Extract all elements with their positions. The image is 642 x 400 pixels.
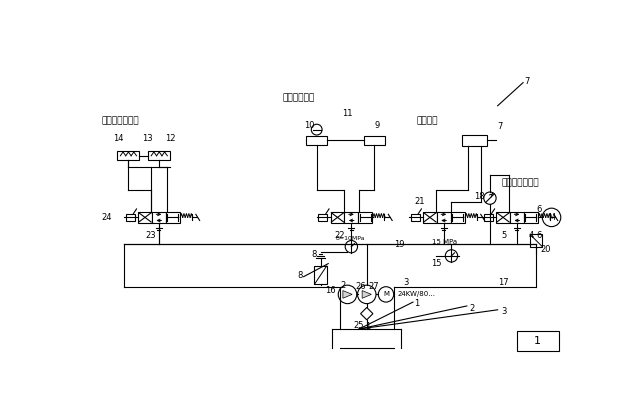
Bar <box>166 212 180 223</box>
Text: 19: 19 <box>394 240 404 249</box>
Circle shape <box>311 124 322 135</box>
Polygon shape <box>343 290 352 298</box>
Text: M: M <box>383 291 389 298</box>
Text: 12: 12 <box>165 134 175 143</box>
Text: 2: 2 <box>469 304 474 313</box>
Text: 1: 1 <box>365 322 370 331</box>
Bar <box>462 135 487 146</box>
Bar <box>315 266 327 284</box>
Text: 10: 10 <box>304 120 315 130</box>
Bar <box>451 212 465 223</box>
Bar <box>517 331 559 351</box>
Text: 15 MPa: 15 MPa <box>432 239 457 245</box>
Bar <box>152 212 166 223</box>
Bar <box>524 212 538 223</box>
Text: 6: 6 <box>536 205 542 214</box>
Circle shape <box>484 192 496 204</box>
Circle shape <box>345 240 358 253</box>
Bar <box>423 212 437 223</box>
Text: 1: 1 <box>534 336 541 346</box>
Bar <box>530 234 542 247</box>
Text: 14: 14 <box>112 134 123 143</box>
Text: M: M <box>548 213 555 222</box>
Text: 11: 11 <box>342 109 352 118</box>
Polygon shape <box>362 290 371 298</box>
Bar <box>484 214 493 221</box>
Text: 21: 21 <box>415 198 425 206</box>
Circle shape <box>358 285 376 304</box>
Bar <box>148 151 169 160</box>
Bar <box>510 212 524 223</box>
Text: 7: 7 <box>525 77 530 86</box>
Text: 22: 22 <box>334 231 345 240</box>
Text: 立柱頂緊功能: 立柱頂緊功能 <box>282 94 315 102</box>
Text: 24KW/80...: 24KW/80... <box>397 291 435 298</box>
Text: 18: 18 <box>474 192 485 201</box>
Text: 26: 26 <box>355 282 366 291</box>
Text: 推進功能: 推進功能 <box>417 117 438 126</box>
Text: 5: 5 <box>501 231 507 240</box>
Text: 3: 3 <box>404 278 409 287</box>
Bar <box>318 214 327 221</box>
Text: 1: 1 <box>415 299 420 308</box>
Circle shape <box>338 285 357 304</box>
Text: 回轉器旋轉功能: 回轉器旋轉功能 <box>501 178 539 187</box>
Text: 8: 8 <box>311 250 317 259</box>
Text: 7: 7 <box>498 122 503 131</box>
Circle shape <box>378 287 394 302</box>
Bar <box>344 212 358 223</box>
Bar <box>306 136 327 145</box>
Text: 托桿器卡緊功能: 托桿器卡緊功能 <box>101 117 139 126</box>
Text: 6: 6 <box>536 231 542 240</box>
Text: 17: 17 <box>498 278 508 287</box>
Text: 20: 20 <box>540 245 550 254</box>
Bar <box>138 212 152 223</box>
Bar <box>117 151 139 160</box>
Text: 27: 27 <box>369 282 379 291</box>
Text: 3: 3 <box>501 307 507 316</box>
Text: 16: 16 <box>325 286 336 295</box>
Text: 13: 13 <box>142 134 153 143</box>
Text: 23: 23 <box>145 231 155 240</box>
Text: 4: 4 <box>528 231 534 240</box>
Circle shape <box>446 250 458 262</box>
Bar <box>437 212 451 223</box>
Text: 9: 9 <box>374 120 379 130</box>
Text: 8: 8 <box>297 272 303 280</box>
Bar <box>496 212 510 223</box>
Bar <box>358 212 372 223</box>
Text: 2: 2 <box>340 281 346 290</box>
Bar <box>126 214 135 221</box>
Text: 8~10MPa: 8~10MPa <box>336 236 365 242</box>
Bar <box>331 212 344 223</box>
Text: 15: 15 <box>431 259 441 268</box>
Bar <box>363 136 385 145</box>
Text: 25: 25 <box>354 321 364 330</box>
Text: 24: 24 <box>101 213 112 222</box>
Circle shape <box>542 208 561 227</box>
Bar <box>411 214 420 221</box>
